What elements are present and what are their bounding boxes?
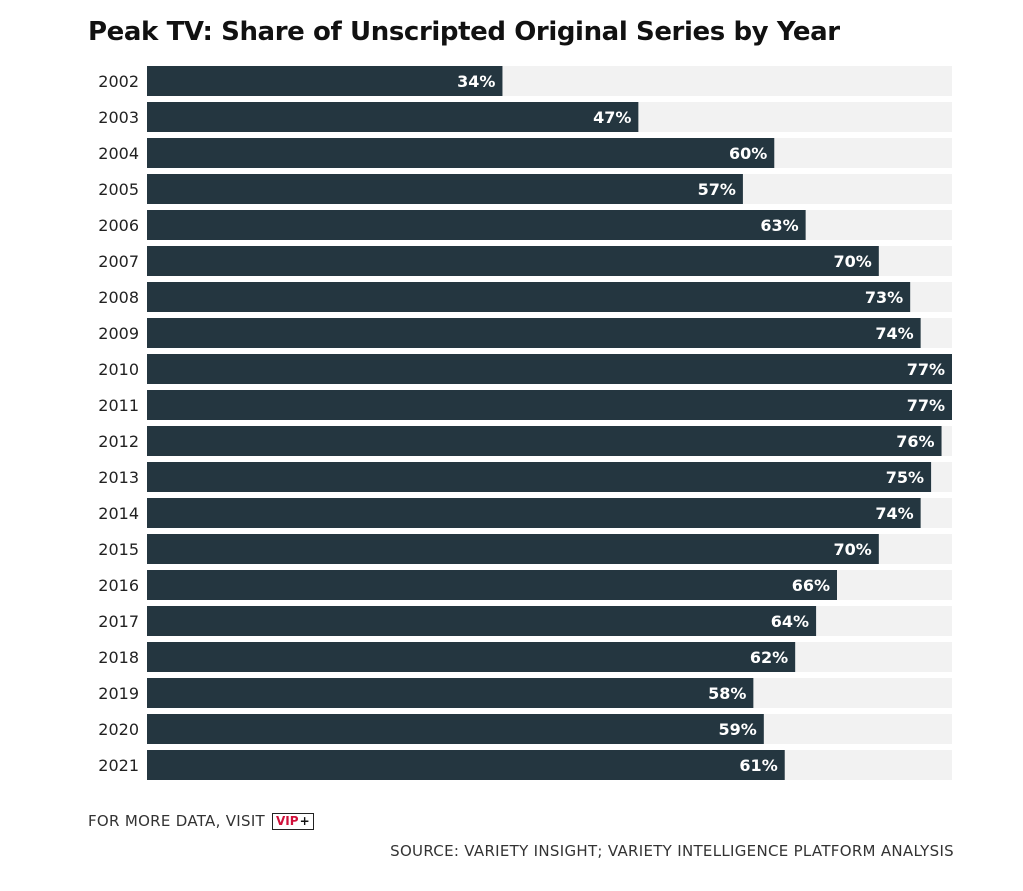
y-tick-label: 2017 (98, 612, 139, 631)
bar-2015[interactable] (147, 534, 879, 564)
data-label: 70% (834, 540, 872, 559)
bar-2019[interactable] (147, 678, 754, 708)
footer-visit-row: FOR MORE DATA, VISIT VIP + (88, 812, 314, 830)
bar-2005[interactable] (147, 174, 743, 204)
bar-2016[interactable] (147, 570, 837, 600)
y-tick-label: 2014 (98, 504, 139, 523)
bar-2017[interactable] (147, 606, 817, 636)
data-label: 62% (750, 648, 788, 667)
data-label: 76% (896, 432, 934, 451)
data-label: 70% (834, 252, 872, 271)
y-tick-label: 2002 (98, 72, 139, 91)
plus-badge-text: + (299, 813, 310, 828)
bar-2002[interactable] (147, 66, 503, 96)
data-label: 66% (792, 576, 830, 595)
bar-2004[interactable] (147, 138, 775, 168)
y-tick-label: 2008 (98, 288, 139, 307)
bar-2010[interactable] (147, 354, 952, 384)
vip-badge-text: VIP (276, 813, 299, 828)
data-label: 58% (708, 684, 746, 703)
data-label: 64% (771, 612, 809, 631)
y-tick-label: 2012 (98, 432, 139, 451)
y-tick-label: 2010 (98, 360, 139, 379)
y-tick-label: 2011 (98, 396, 139, 415)
data-label: 77% (907, 360, 945, 379)
data-label: 77% (907, 396, 945, 415)
data-label: 47% (593, 108, 631, 127)
y-tick-label: 2003 (98, 108, 139, 127)
bar-2006[interactable] (147, 210, 806, 240)
y-tick-label: 2004 (98, 144, 139, 163)
data-label: 73% (865, 288, 903, 307)
visit-text: FOR MORE DATA, VISIT (88, 812, 266, 830)
bar-2011[interactable] (147, 390, 952, 420)
bar-2009[interactable] (147, 318, 921, 348)
y-tick-label: 2018 (98, 648, 139, 667)
bar-2018[interactable] (147, 642, 796, 672)
bar-2021[interactable] (147, 750, 785, 780)
bar-2012[interactable] (147, 426, 942, 456)
y-tick-label: 2020 (98, 720, 139, 739)
data-label: 59% (719, 720, 757, 739)
y-tick-label: 2005 (98, 180, 139, 199)
y-tick-label: 2019 (98, 684, 139, 703)
bar-chart: 2002 34% 2003 47% 2004 60% 2005 57% 2006 63% 2007 7… (98, 66, 952, 780)
y-tick-label: 2006 (98, 216, 139, 235)
data-label: 75% (886, 468, 924, 487)
data-label: 63% (760, 216, 798, 235)
y-tick-label: 2007 (98, 252, 139, 271)
data-label: 61% (739, 756, 777, 775)
chart-title: Peak TV: Share of Unscripted Original Se… (88, 17, 840, 47)
bar-2008[interactable] (147, 282, 911, 312)
bar-2020[interactable] (147, 714, 764, 744)
data-label: 34% (457, 72, 495, 91)
source-note: SOURCE: VARIETY INSIGHT; VARIETY INTELLI… (390, 842, 954, 860)
bar-2007[interactable] (147, 246, 879, 276)
data-label: 60% (729, 144, 767, 163)
y-tick-label: 2021 (98, 756, 139, 775)
vip-plus-logo-icon[interactable]: VIP + (272, 812, 314, 830)
data-label: 57% (698, 180, 736, 199)
bar-2014[interactable] (147, 498, 921, 528)
bar-2013[interactable] (147, 462, 932, 492)
data-label: 74% (875, 504, 913, 523)
y-tick-label: 2009 (98, 324, 139, 343)
y-tick-label: 2013 (98, 468, 139, 487)
y-tick-label: 2016 (98, 576, 139, 595)
data-label: 74% (875, 324, 913, 343)
y-tick-label: 2015 (98, 540, 139, 559)
bar-2003[interactable] (147, 102, 639, 132)
